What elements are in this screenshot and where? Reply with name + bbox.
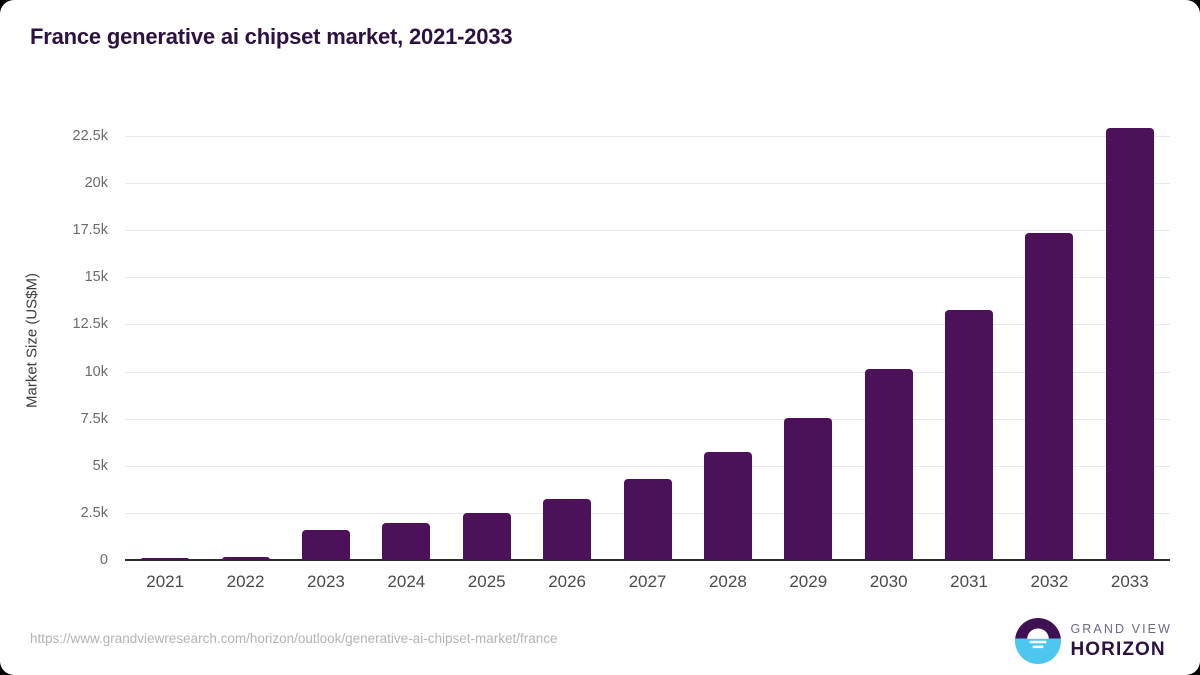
gridline	[125, 277, 1170, 279]
bar[interactable]	[784, 417, 833, 560]
bar[interactable]	[864, 368, 913, 560]
x-axis-tick-label: 2021	[146, 572, 185, 591]
logo-top-text: GRAND VIEW	[1070, 622, 1172, 637]
y-axis-tick-label: 20k	[84, 175, 108, 192]
bar[interactable]	[141, 558, 190, 560]
bar[interactable]	[221, 556, 270, 560]
bar[interactable]	[382, 522, 431, 560]
y-axis-tick-label: 5k	[92, 457, 108, 474]
x-axis-line	[125, 559, 1170, 561]
logo-bottom-text: HORIZON	[1070, 638, 1166, 660]
bar[interactable]	[1105, 128, 1154, 560]
bar[interactable]	[703, 451, 752, 560]
gridline	[125, 324, 1170, 326]
x-axis-tick-label: 2027	[628, 572, 667, 591]
bar[interactable]	[462, 512, 511, 560]
y-axis-tick-label: 12.5k	[72, 316, 108, 333]
x-axis-tick-label: 2030	[869, 572, 908, 591]
x-axis-tick-label: 2029	[789, 572, 828, 591]
bar[interactable]	[945, 310, 994, 560]
gridline	[125, 183, 1170, 185]
y-axis-tick-label: 0	[99, 552, 108, 568]
y-axis-tick-label: 22.5k	[72, 127, 108, 144]
x-axis-tick-label: 2033	[1110, 572, 1149, 591]
gridline	[125, 418, 1170, 420]
logo-text: GRAND VIEW HORIZON	[1070, 623, 1172, 659]
bar-series	[125, 119, 1170, 560]
y-axis-tick-label: 7.5k	[80, 410, 108, 427]
gridline	[125, 230, 1170, 232]
brand-logo: GRAND VIEW HORIZON	[1015, 618, 1172, 664]
bar[interactable]	[1025, 233, 1074, 560]
x-axis-tick-label: 2024	[387, 572, 426, 591]
x-axis-tick-label: 2022	[226, 572, 265, 591]
x-axis-tick-label: 2032	[1030, 572, 1069, 591]
horizon-circle-icon	[1015, 618, 1062, 664]
source-url[interactable]: https://www.grandviewresearch.com/horizo…	[30, 631, 558, 646]
y-axis-tick-label: 15k	[84, 269, 108, 286]
y-axis-tick-label: 2.5k	[80, 504, 108, 521]
gridline	[125, 135, 1170, 137]
page-title: France generative ai chipset market, 202…	[30, 24, 513, 49]
gridline	[125, 371, 1170, 373]
x-axis-tick-label: 2028	[708, 572, 747, 591]
x-axis-tick-label: 2026	[548, 572, 587, 591]
gridline	[125, 465, 1170, 467]
x-axis-tick-label: 2025	[467, 572, 506, 591]
x-axis-tick-label: 2031	[950, 572, 988, 591]
x-axis-tick-label: 2023	[307, 572, 345, 591]
bar[interactable]	[301, 530, 350, 560]
bar[interactable]	[543, 499, 592, 560]
y-axis-tick-label: 10k	[84, 363, 108, 380]
y-axis-tick-label: 17.5k	[72, 222, 108, 239]
bar[interactable]	[623, 478, 672, 560]
